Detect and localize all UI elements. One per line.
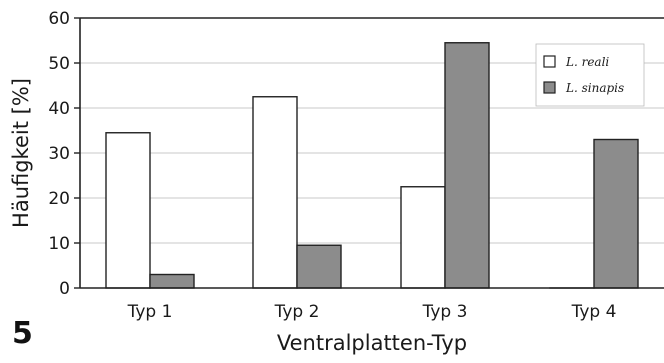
bar-sinapis	[149, 273, 195, 289]
y-tick-label: 30	[48, 144, 70, 164]
x-tick-label: Typ 3	[422, 302, 468, 322]
bar-reali	[105, 132, 151, 289]
x-tick-label: Typ 4	[571, 302, 617, 322]
legend-label-sinapis: L. sinapis	[565, 81, 624, 95]
legend: L. reali L. sinapis	[535, 43, 645, 107]
y-tick-label: 60	[48, 9, 70, 29]
gridlines	[80, 62, 664, 244]
panel-label: 5	[12, 316, 33, 351]
legend-swatch-sinapis	[543, 81, 556, 94]
y-tick-label: 20	[48, 189, 70, 209]
y-tick-label: 50	[48, 54, 70, 74]
legend-box	[535, 43, 645, 107]
y-axis-title: Häufigkeit [%]	[9, 78, 33, 228]
bar-sinapis	[296, 244, 342, 289]
legend-label-reali: L. reali	[565, 55, 609, 69]
bar-reali	[252, 96, 298, 289]
y-tick-label: 40	[48, 99, 70, 119]
bar-sinapis	[593, 138, 639, 289]
legend-swatch-reali	[543, 55, 556, 68]
y-tick-label: 10	[48, 234, 70, 254]
bars	[105, 42, 639, 289]
y-tick-labels: 0 10 20 30 40 50 60	[48, 9, 80, 299]
y-tick-label: 0	[59, 279, 70, 299]
x-tick-labels: Typ 1 Typ 2 Typ 3 Typ 4	[127, 302, 617, 322]
bar-sinapis	[444, 42, 490, 289]
x-tick-label: Typ 2	[274, 302, 320, 322]
x-axis-title: Ventralplatten-Typ	[277, 331, 467, 355]
bar-reali	[400, 186, 446, 289]
x-tick-label: Typ 1	[127, 302, 173, 322]
